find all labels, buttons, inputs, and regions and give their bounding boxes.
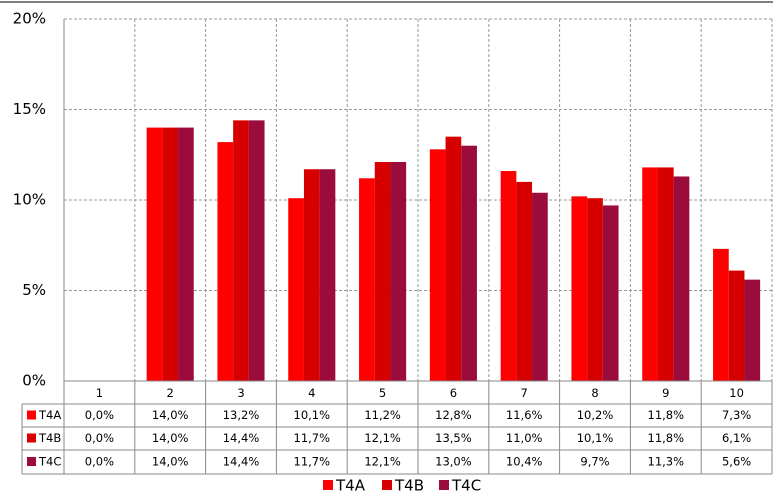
bar [602,205,619,381]
table-cell: 7,3% [722,408,751,422]
x-tick-label: 9 [662,386,669,400]
bar [461,145,477,381]
x-tick-label: 8 [591,386,598,400]
bar [217,142,234,381]
x-tick-label: 2 [167,386,174,400]
table-cell: 14,4% [223,431,260,445]
table-cell: 14,0% [152,431,189,445]
table-cell: 11,2% [364,408,401,422]
table-cell: 13,5% [435,431,472,445]
bar [162,127,179,381]
table-cell: 11,8% [648,431,685,445]
legend-key [439,480,449,490]
table-cell: 12,8% [435,408,472,422]
table-cell: 14,0% [152,408,189,422]
table-cell: 11,8% [648,408,685,422]
x-tick-label: 4 [308,386,315,400]
y-tick-label: 0% [22,372,46,390]
table-row-label: T4B [38,431,61,445]
table-cell: 0,0% [85,431,114,445]
legend-key [323,480,333,490]
y-tick-label: 15% [13,100,46,118]
table-cell: 0,0% [85,455,114,469]
bar [516,181,533,381]
table-legend-key [27,410,36,420]
table-cell: 13,0% [435,455,472,469]
bar [178,127,194,381]
table-cell: 10,1% [294,408,331,422]
table-cell: 11,7% [294,455,331,469]
table-legend-key [27,433,36,443]
y-tick-label: 5% [22,281,46,299]
table-cell: 0,0% [85,408,114,422]
bar [657,167,674,381]
table-cell: 9,7% [580,455,609,469]
table-cell: 11,0% [506,431,543,445]
table-cell: 6,1% [722,431,751,445]
bar [146,127,163,381]
bar [532,192,548,381]
bar [319,169,336,381]
x-tick-label: 3 [237,386,244,400]
x-tick-label: 5 [379,386,386,400]
table-cell: 5,6% [722,455,751,469]
table-cell: 11,3% [648,455,685,469]
bar [445,136,462,381]
bar [642,167,658,381]
table-legend-key [27,457,36,466]
bar [233,120,249,382]
bar [359,178,375,381]
bar [429,149,446,381]
y-tick-label: 20% [13,10,46,28]
table-row-label: T4C [38,455,61,469]
table-cell: 10,1% [577,431,614,445]
bar [288,198,304,381]
bar [571,196,588,381]
table-cell: 13,2% [223,408,260,422]
legend-label: T4B [394,477,424,494]
x-tick-label: 6 [450,386,457,400]
bar [713,248,729,381]
table-cell: 14,0% [152,455,189,469]
bar [744,279,761,381]
x-tick-label: 7 [521,386,528,400]
table-cell: 14,4% [223,455,260,469]
legend-key [382,480,392,490]
x-tick-label: 1 [96,386,103,400]
bar [374,161,391,381]
table-cell: 12,1% [364,431,401,445]
table-cell: 11,6% [506,408,543,422]
bar [303,169,320,381]
table-cell: 10,2% [577,408,614,422]
bar [673,176,690,381]
table-row-label: T4A [38,408,61,422]
bar [248,120,265,382]
table-cell: 10,4% [506,455,543,469]
y-tick-label: 10% [13,191,46,209]
bar [390,161,407,381]
bar [587,198,603,381]
legend-label: T4A [335,477,366,494]
table-cell: 12,1% [364,455,401,469]
legend-label: T4C [451,477,481,494]
bar [500,171,517,381]
x-tick-label: 10 [729,386,744,400]
table-cell: 11,7% [294,431,331,445]
bar [728,270,745,381]
